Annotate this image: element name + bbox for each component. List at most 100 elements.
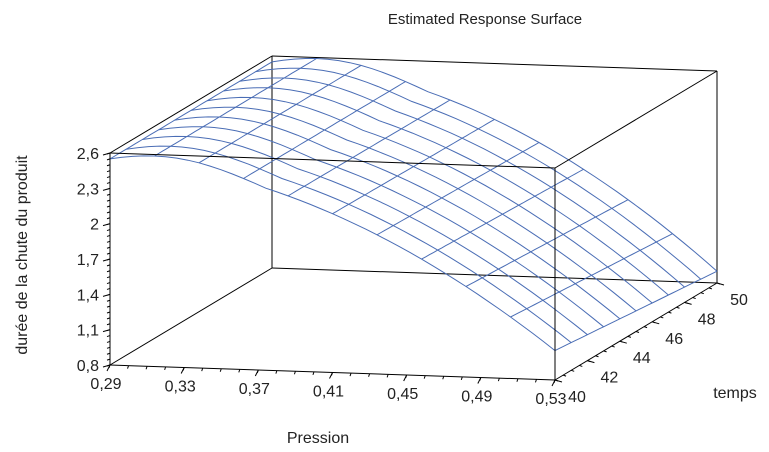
z-minor-tick	[106, 187, 111, 190]
x-minor-tick	[460, 376, 463, 381]
z-minor-tick	[106, 346, 111, 349]
y-minor-tick	[579, 364, 583, 367]
y-minor-tick	[643, 326, 648, 329]
x-minor-tick	[405, 374, 408, 379]
x-minor-tick	[331, 372, 333, 376]
x-tick-label: 0,53	[535, 391, 566, 408]
y-minor-tick	[676, 306, 680, 309]
x-tick-label: 0,49	[461, 389, 492, 406]
x-minor-tick	[275, 370, 278, 374]
box-edge-front-top	[109, 152, 556, 169]
y-minor-tick	[562, 374, 567, 377]
x-minor-tick	[238, 369, 241, 373]
z-minor-tick	[106, 170, 111, 173]
z-minor-tick	[106, 199, 111, 202]
box-edge-left-top	[109, 55, 273, 154]
z-minor-tick	[106, 317, 111, 320]
y-minor-tick	[652, 321, 656, 324]
z-minor-tick	[106, 323, 111, 326]
surface-line-temps-0	[109, 155, 556, 351]
x-minor-tick	[386, 374, 389, 378]
z-tick-label: 1,4	[77, 287, 99, 304]
z-minor-tick	[106, 158, 111, 161]
x-minor-tick	[442, 376, 445, 380]
surface-line-temps-7	[223, 87, 669, 296]
surface-line-temps-5	[190, 106, 637, 312]
z-minor-tick	[106, 217, 111, 220]
box-edge-back-top	[271, 55, 718, 72]
z-minor-tick	[106, 205, 111, 208]
box-edge-right-top	[554, 70, 718, 169]
x-axis-title: Pression	[287, 430, 349, 447]
y-minor-tick	[668, 311, 672, 314]
box-edge-left-bottom	[109, 267, 273, 366]
x-minor-tick	[164, 366, 167, 371]
z-minor-tick	[106, 335, 111, 338]
surface-line-pression-0	[109, 61, 273, 160]
y-minor-tick	[571, 369, 575, 372]
z-axis-title: durée de la chute du produit	[14, 155, 31, 355]
z-minor-tick	[106, 152, 111, 155]
z-minor-tick	[106, 264, 111, 267]
z-minor-tick	[106, 358, 111, 361]
y-tick-label: 46	[665, 331, 683, 348]
z-minor-tick	[106, 293, 111, 296]
z-tick-label: 0,8	[77, 358, 99, 375]
x-minor-tick	[423, 375, 426, 379]
y-axis-title: temps	[713, 385, 757, 402]
z-minor-tick	[106, 270, 111, 273]
x-minor-tick	[497, 377, 500, 382]
y-tick-label: 48	[698, 311, 716, 328]
surface-line-pression-10	[554, 270, 718, 352]
z-minor-tick	[106, 246, 111, 249]
box-edge-back-bottom	[271, 267, 718, 284]
x-minor-tick	[349, 372, 352, 377]
surface-line-pression-8	[465, 199, 629, 287]
y-tick-label: 40	[568, 389, 586, 406]
y-minor-tick	[603, 350, 607, 353]
y-minor-tick	[708, 287, 713, 290]
z-minor-tick	[106, 229, 111, 232]
x-minor-tick	[256, 369, 259, 374]
y-minor-tick	[635, 331, 640, 333]
x-tick-label: 0,29	[90, 376, 121, 393]
y-minor-tick	[587, 360, 591, 363]
z-minor-tick	[106, 211, 111, 214]
y-minor-tick	[554, 379, 559, 382]
y-minor-tick	[692, 297, 696, 300]
y-tick-label: 44	[633, 350, 651, 367]
x-minor-tick	[127, 365, 130, 369]
surface-line-temps-8	[239, 77, 685, 288]
z-minor-tick	[106, 223, 111, 226]
y-minor-tick	[619, 340, 623, 343]
z-minor-tick	[106, 252, 111, 255]
z-minor-tick	[106, 299, 111, 302]
x-tick-label: 0,41	[313, 384, 344, 401]
surface-line-pression-9	[510, 233, 673, 318]
z-minor-tick	[106, 276, 111, 279]
surface-line-pression-2	[198, 64, 362, 164]
y-minor-tick	[627, 335, 632, 338]
z-minor-tick	[106, 176, 111, 179]
x-minor-tick	[479, 377, 482, 381]
surface-line-temps-6	[207, 96, 653, 304]
x-minor-tick	[312, 371, 315, 376]
x-minor-tick	[201, 367, 204, 372]
y-minor-tick	[611, 345, 615, 348]
y-tick-label: 42	[601, 370, 619, 387]
x-minor-tick	[368, 373, 371, 377]
z-tick-label: 1,7	[77, 252, 99, 269]
surface-line-temps-4	[174, 116, 621, 320]
chart-title: Estimated Response Surface	[388, 11, 582, 28]
z-minor-tick	[106, 193, 111, 196]
z-minor-tick	[106, 305, 111, 308]
surface-line-pression-5	[332, 118, 495, 215]
surface-line-pression-4	[287, 99, 451, 197]
x-minor-tick	[145, 366, 148, 370]
z-minor-tick	[106, 282, 111, 285]
z-tick-label: 1,1	[77, 323, 99, 340]
z-tick-label: 2	[90, 217, 99, 234]
x-minor-tick	[219, 368, 222, 372]
surface-line-pression-6	[376, 142, 540, 236]
